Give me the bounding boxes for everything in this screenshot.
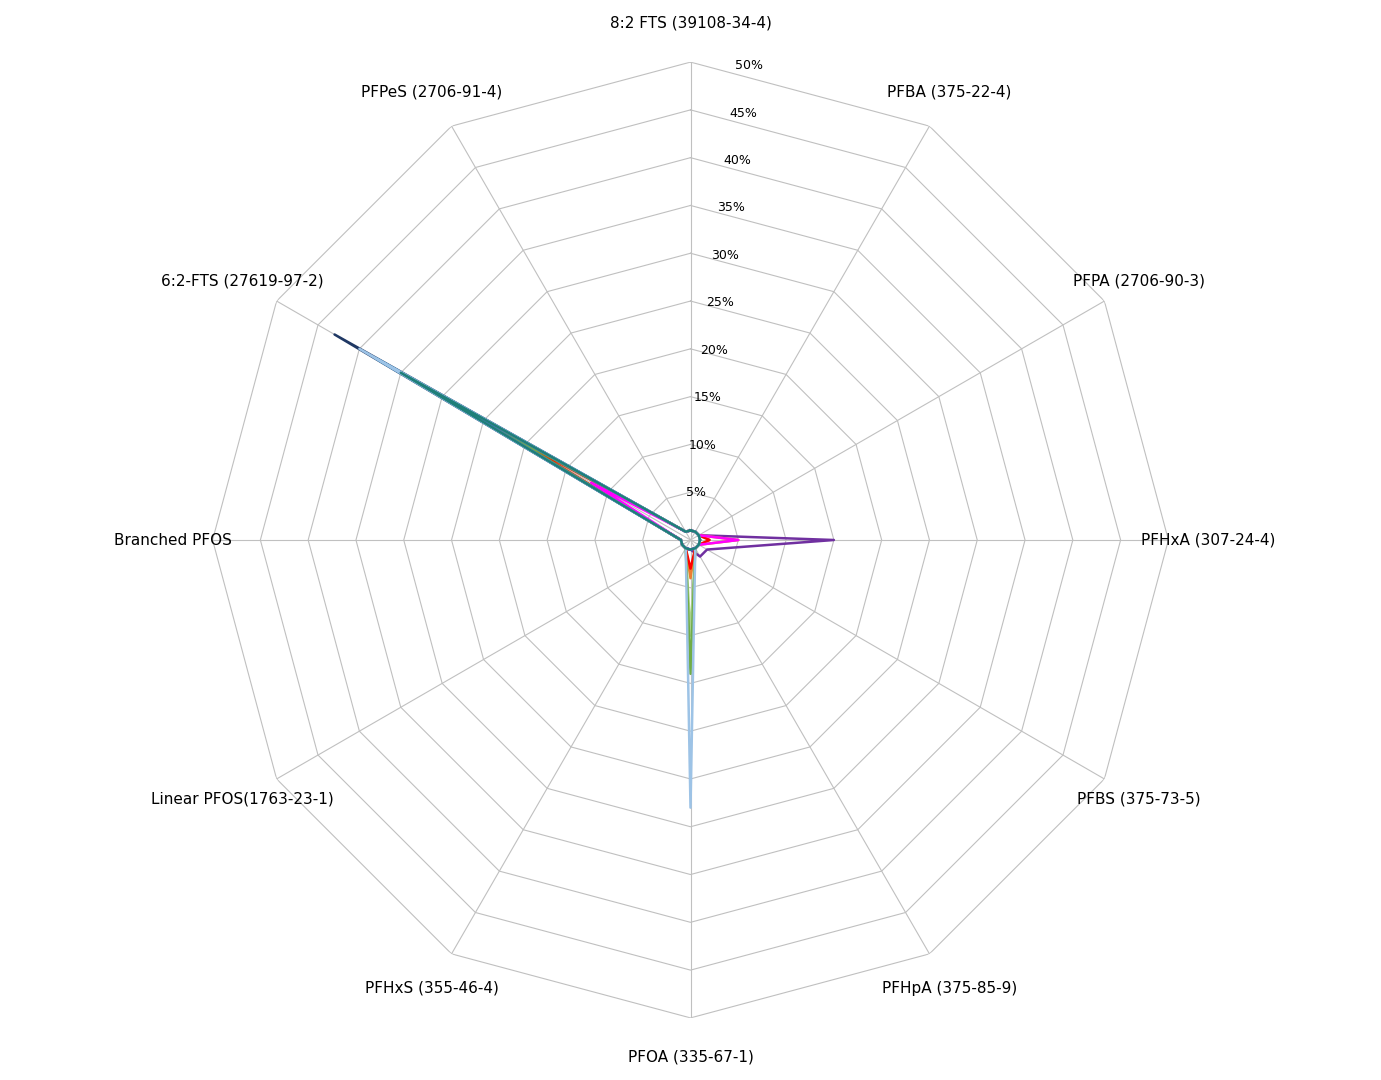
Text: 50%: 50% xyxy=(735,59,762,72)
Text: 20%: 20% xyxy=(700,343,728,356)
Text: 30%: 30% xyxy=(711,248,739,261)
Text: 5%: 5% xyxy=(686,486,706,499)
Text: 25%: 25% xyxy=(706,296,733,309)
Text: 10%: 10% xyxy=(688,438,717,451)
Text: 35%: 35% xyxy=(717,202,746,215)
Text: 45%: 45% xyxy=(729,107,757,120)
Text: 40%: 40% xyxy=(724,154,751,167)
Text: 15%: 15% xyxy=(695,391,722,404)
